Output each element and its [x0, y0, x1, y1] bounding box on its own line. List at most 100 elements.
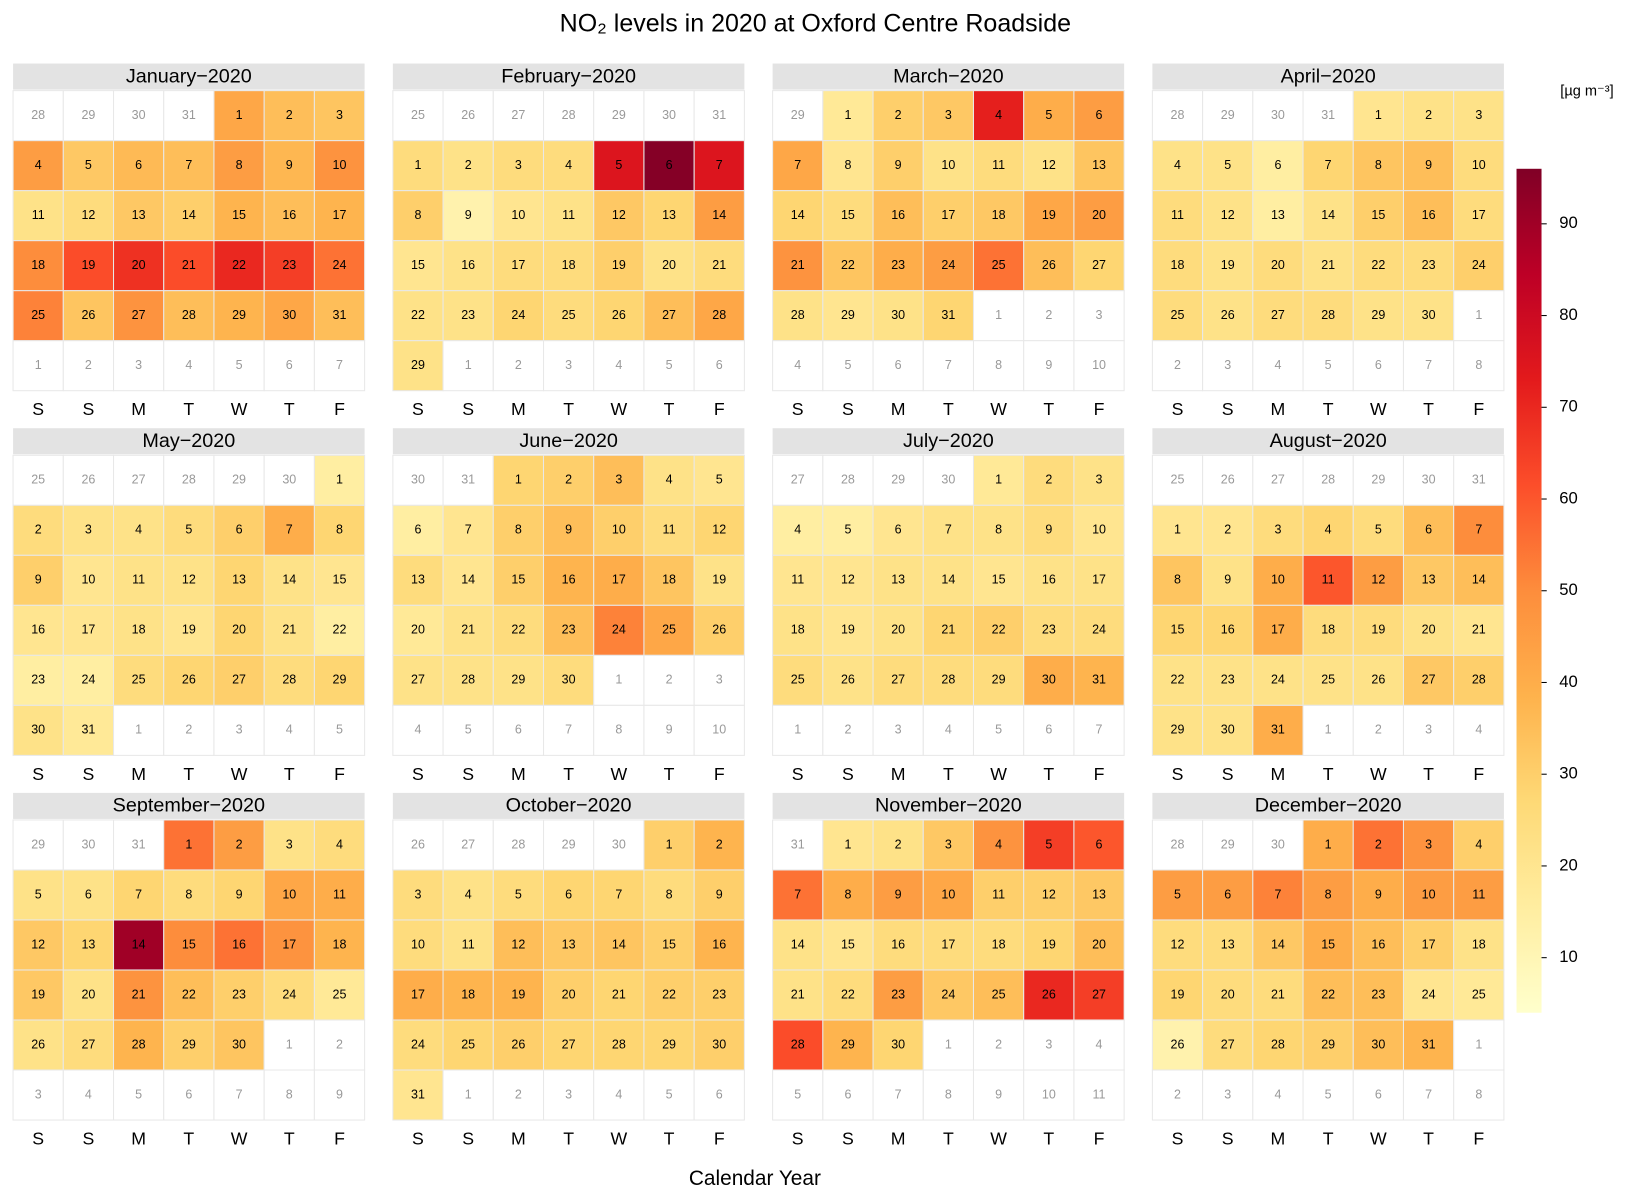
day-number: 18 [562, 258, 576, 272]
day-cell [392, 190, 444, 242]
other-month-day: 29 [891, 473, 905, 487]
other-month-day: 28 [562, 108, 576, 122]
day-cell [1453, 90, 1505, 142]
weekday-label: S [842, 1128, 854, 1148]
day-number: 29 [333, 673, 347, 687]
day-cell [972, 654, 1025, 706]
day-number: 30 [562, 673, 576, 687]
weekday-label: T [183, 764, 194, 784]
empty-cell [972, 1019, 1025, 1071]
other-month-day: 3 [716, 673, 723, 687]
day-cell [1151, 869, 1204, 921]
day-number: 20 [1271, 258, 1285, 272]
weekday-label: S [1172, 764, 1184, 784]
day-number: 14 [182, 208, 196, 222]
day-cell [643, 604, 695, 656]
day-cell [1252, 654, 1304, 706]
other-month-day: 30 [612, 837, 626, 851]
day-cell [922, 240, 975, 292]
empty-cell [112, 454, 165, 506]
day-number: 11 [992, 158, 1005, 172]
other-month-day: 6 [1045, 723, 1052, 737]
day-number: 7 [1475, 523, 1482, 537]
day-cell [213, 604, 265, 656]
day-number: 24 [511, 308, 525, 322]
day-cell [772, 969, 824, 1021]
day-number: 12 [1042, 158, 1056, 172]
empty-cell [492, 340, 545, 392]
day-cell [1073, 819, 1125, 871]
day-cell [263, 654, 315, 706]
other-month-day: 2 [666, 673, 673, 687]
day-cell [693, 869, 745, 921]
day-cell [693, 819, 745, 871]
day-number: 23 [1371, 987, 1385, 1001]
empty-cell [542, 704, 595, 756]
empty-cell [872, 454, 924, 506]
day-number: 27 [411, 673, 425, 687]
empty-cell [1252, 90, 1304, 142]
day-cell [1302, 969, 1354, 1021]
day-number: 20 [1092, 937, 1106, 951]
empty-cell [1151, 454, 1204, 506]
day-cell [1073, 919, 1125, 971]
day-cell [263, 869, 315, 921]
empty-cell [1453, 1019, 1505, 1071]
weekday-label: T [563, 764, 574, 784]
day-number: 20 [132, 258, 146, 272]
empty-cell [313, 1019, 366, 1071]
day-cell [313, 654, 366, 706]
empty-cell [112, 819, 165, 871]
day-cell [822, 140, 874, 192]
empty-cell [1352, 340, 1404, 392]
day-number: 15 [411, 258, 425, 272]
day-number: 11 [1322, 573, 1335, 587]
month-header [1152, 63, 1504, 90]
weekday-label: W [610, 764, 627, 784]
other-month-day: 3 [565, 1087, 572, 1101]
chart-title: NO₂ levels in 2020 at Oxford Centre Road… [560, 10, 1071, 38]
day-cell [1252, 919, 1304, 971]
day-number: 27 [1092, 258, 1106, 272]
weekday-label: M [891, 764, 906, 784]
day-number: 23 [891, 258, 905, 272]
day-number: 12 [1171, 937, 1185, 951]
other-month-day: 30 [1271, 108, 1285, 122]
weekday-label: S [1222, 399, 1234, 419]
day-number: 16 [31, 623, 45, 637]
empty-cell [772, 90, 824, 142]
day-number: 2 [716, 837, 723, 851]
day-number: 23 [461, 308, 475, 322]
day-cell [392, 554, 444, 606]
day-number: 19 [1371, 623, 1385, 637]
day-cell [1352, 654, 1404, 706]
day-cell [1453, 240, 1505, 292]
day-number: 20 [562, 987, 576, 1001]
day-cell [442, 140, 494, 192]
other-month-day: 27 [1271, 473, 1285, 487]
month-header [1152, 792, 1504, 819]
empty-cell [263, 454, 315, 506]
day-number: 27 [562, 1037, 576, 1051]
empty-cell [1252, 454, 1304, 506]
day-cell [772, 1019, 824, 1071]
weekday-label: F [1473, 399, 1484, 419]
month-title: October−2020 [506, 795, 632, 817]
day-number: 22 [992, 623, 1006, 637]
other-month-day: 7 [945, 358, 952, 372]
other-month-day: 31 [461, 473, 475, 487]
weekday-label: T [664, 399, 675, 419]
day-number: 26 [1371, 673, 1385, 687]
other-month-day: 2 [1174, 358, 1181, 372]
day-cell [643, 454, 695, 506]
day-cell [1402, 819, 1455, 871]
day-cell [872, 654, 924, 706]
day-number: 15 [232, 208, 246, 222]
day-number: 12 [1371, 573, 1385, 587]
other-month-day: 8 [615, 723, 622, 737]
other-month-day: 29 [31, 837, 45, 851]
day-number: 3 [336, 108, 343, 122]
day-number: 20 [81, 987, 95, 1001]
empty-cell [213, 454, 265, 506]
day-number: 4 [135, 523, 142, 537]
